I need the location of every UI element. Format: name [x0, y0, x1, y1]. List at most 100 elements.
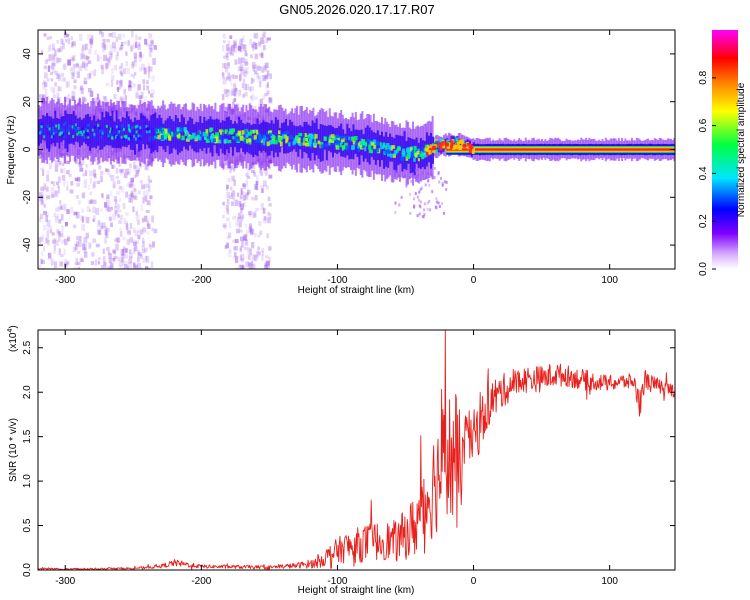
heatmap-core [325, 125, 328, 161]
heatmap-speck [105, 82, 110, 87]
heatmap-blob [265, 136, 269, 141]
heatmap-speck [89, 92, 94, 98]
heatmap-speck [232, 239, 236, 243]
heatmap-speck [125, 248, 128, 253]
heatmap-blob [435, 142, 439, 148]
heatmap-speck [84, 170, 88, 177]
heatmap-speck [44, 58, 49, 63]
heatmap-speck [92, 184, 95, 190]
heatmap-speck [61, 72, 65, 77]
heatmap-speck [72, 224, 77, 228]
heatmap-speck [244, 58, 248, 65]
heatmap-blob [231, 128, 236, 133]
heatmap-blob [108, 132, 111, 136]
heatmap-speck [112, 249, 116, 254]
heatmap-speck [46, 195, 51, 200]
heatmap-speck [268, 166, 272, 170]
heatmap-speck [234, 245, 239, 251]
heatmap-blob [127, 124, 130, 128]
heatmap-speck [404, 174, 407, 178]
heatmap-speck [265, 172, 268, 176]
heatmap-speck [412, 174, 415, 178]
heatmap-blob [420, 150, 425, 156]
heatmap-speck [441, 183, 444, 187]
heatmap-core [105, 111, 108, 146]
heatmap-blob [295, 135, 299, 139]
heatmap-blob [161, 129, 165, 134]
heatmap-speck [266, 90, 270, 95]
heatmap-speck [79, 257, 84, 262]
heatmap-speck [226, 62, 230, 69]
heatmap-blob [292, 141, 295, 146]
heatmap-speck [53, 238, 57, 244]
heatmap-speck [130, 193, 134, 198]
heatmap-speck [100, 193, 104, 198]
snr-marks [38, 330, 675, 570]
heatmap-core [44, 116, 47, 141]
heatmap-speck [120, 62, 124, 68]
heatmap-speck [59, 261, 63, 267]
heatmap-speck [240, 253, 245, 261]
heatmap-speck [104, 237, 108, 244]
heatmap-speck [147, 175, 151, 181]
heatmap-speck [94, 97, 98, 102]
heatmap-speck [79, 33, 83, 41]
snr-ytick-label: 1.5 [22, 429, 33, 443]
heatmap-speck [98, 219, 101, 225]
heatmap-blob [244, 129, 248, 135]
heatmap-speck [249, 224, 253, 232]
heatmap-speck [53, 261, 57, 269]
heatmap-blob [40, 129, 43, 133]
heatmap-speck [55, 207, 59, 212]
heatmap-speck [408, 176, 411, 180]
heatmap-blob [81, 127, 84, 131]
heatmap-speck [113, 184, 116, 190]
heatmap-speck [238, 221, 242, 228]
heatmap-speck [436, 200, 439, 204]
heatmap-speck [106, 39, 110, 43]
heatmap-blob [460, 139, 464, 144]
heatmap-speck [252, 64, 255, 72]
heatmap-speck [72, 64, 75, 72]
heatmap-speck [251, 44, 255, 48]
heatmap-speck [137, 262, 141, 269]
heatmap-speck [244, 61, 249, 66]
heatmap-speck [233, 252, 237, 260]
heatmap-speck [75, 211, 80, 219]
heatmap-speck [46, 236, 50, 243]
heatmap-blob [384, 145, 388, 150]
heatmap-blob [46, 124, 49, 128]
heatmap-speck [137, 252, 142, 256]
heatmap-speck [257, 65, 261, 71]
heatmap-speck [93, 199, 97, 204]
heatmap-speck [99, 170, 104, 175]
heatmap-speck [88, 72, 92, 78]
heatmap-speck [40, 258, 43, 265]
colorbar-tick-label: 0.2 [698, 214, 709, 228]
heatmap-speck [109, 44, 113, 51]
heatmap-speck [130, 73, 134, 77]
heatmap-blob [99, 129, 102, 133]
heatmap-blob [192, 132, 196, 137]
heatmap-speck [111, 164, 114, 170]
heatmap-speck [64, 222, 68, 226]
heatmap-speck [117, 204, 121, 210]
heatmap-speck [46, 36, 50, 41]
heatmap-speck [239, 229, 243, 233]
heatmap-speck [431, 190, 434, 194]
heatmap-speck [221, 72, 224, 77]
heatmap-speck [52, 181, 56, 187]
heatmap-speck [70, 57, 75, 61]
heatmap-speck [258, 99, 262, 104]
heatmap-speck [145, 209, 150, 214]
heatmap-blob [167, 134, 170, 139]
heatmap-speck [242, 195, 246, 202]
heatmap-speck [258, 41, 262, 46]
heatmap-speck [138, 36, 142, 40]
heatmap-speck [231, 88, 235, 96]
heatmap-core [274, 117, 277, 153]
heatmap-speck [83, 77, 87, 85]
heatmap-speck [135, 156, 140, 162]
heatmap-speck [83, 247, 87, 254]
heatmap-blob [218, 139, 222, 144]
